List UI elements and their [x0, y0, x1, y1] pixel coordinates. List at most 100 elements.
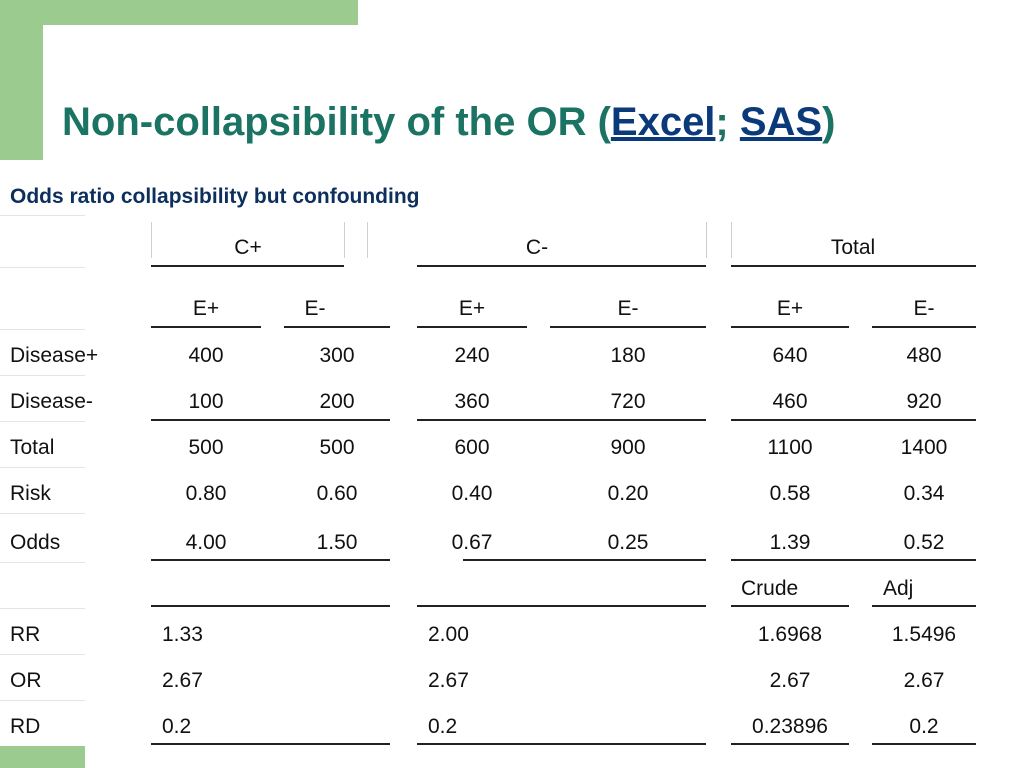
table-cell: 1.33 [162, 623, 203, 646]
table-cell: 1.5496 [891, 623, 957, 646]
group-underline [417, 265, 706, 267]
table-cell: 240 [454, 344, 490, 367]
table-cell: 1.50 [316, 531, 358, 554]
table-cell: 900 [610, 436, 646, 459]
row-separator [0, 375, 85, 376]
table-cell: 920 [906, 390, 942, 413]
table-cell: 2.67 [769, 669, 811, 692]
summary-top-line [417, 605, 706, 607]
table-cell: 300 [319, 344, 355, 367]
row-separator [0, 421, 85, 422]
table-bottom-line [417, 743, 706, 745]
table-cell: 180 [610, 344, 646, 367]
table-cell: 0.20 [607, 482, 649, 505]
header-underline [417, 326, 527, 328]
table-bottom-line [872, 743, 976, 745]
table-subtitle: Odds ratio collapsibility but confoundin… [10, 185, 420, 208]
section-underline [151, 559, 390, 561]
group-header-c-minus: C- [525, 236, 549, 259]
title-prefix: Non-collapsibility of the OR ( [62, 100, 611, 144]
table-bottom-line [151, 743, 390, 745]
group-header-total: Total [830, 236, 876, 259]
row-label: Total [10, 436, 55, 459]
row-label: RD [10, 715, 41, 738]
row-label: Disease- [10, 390, 93, 413]
row-separator [0, 467, 85, 468]
table-cell: 600 [454, 436, 490, 459]
sas-link[interactable]: SAS [739, 100, 823, 144]
sum-underline [731, 419, 976, 421]
decorative-green-bar-bottom [0, 746, 85, 768]
cell-border [151, 222, 152, 258]
title-separator: ; [715, 100, 740, 144]
table-cell: 500 [319, 436, 355, 459]
table-cell: 2.67 [428, 669, 469, 692]
group-underline [731, 265, 976, 267]
exposure-header: E- [304, 297, 326, 320]
exposure-header: E+ [776, 297, 804, 320]
table-cell: 0.52 [903, 531, 945, 554]
cell-border [731, 222, 732, 258]
table-cell: 0.67 [451, 531, 493, 554]
section-underline [463, 559, 706, 561]
group-underline [151, 265, 344, 267]
table-cell: 200 [319, 390, 355, 413]
table-cell: 500 [188, 436, 224, 459]
table-cell: 0.60 [316, 482, 358, 505]
cell-border [706, 222, 707, 258]
excel-link[interactable]: Excel [610, 100, 716, 144]
decorative-rounded-corner [43, 25, 443, 175]
table-cell: 460 [772, 390, 808, 413]
row-separator [0, 215, 85, 216]
table-cell: 0.34 [903, 482, 945, 505]
row-separator [0, 608, 85, 609]
row-label: RR [10, 623, 41, 646]
row-label: Odds [10, 531, 61, 554]
decorative-green-bar-left [0, 0, 43, 160]
table-cell: 0.58 [769, 482, 811, 505]
exposure-header: E- [617, 297, 639, 320]
sum-underline [151, 419, 390, 421]
summary-top-line [872, 605, 976, 607]
decorative-green-bar-top [0, 0, 358, 25]
table-bottom-line [731, 743, 849, 745]
table-cell: 2.67 [903, 669, 945, 692]
row-label: Disease+ [10, 344, 99, 367]
title-suffix: ) [822, 100, 836, 144]
row-separator [0, 329, 85, 330]
row-label: OR [10, 669, 42, 692]
cell-border [344, 222, 345, 258]
table-cell: 100 [188, 390, 224, 413]
table-cell: 1100 [767, 436, 813, 459]
table-cell: 0.80 [185, 482, 227, 505]
table-cell: 2.00 [428, 623, 469, 646]
crude-header: Crude [741, 577, 799, 600]
exposure-header: E+ [458, 297, 486, 320]
header-underline [284, 326, 390, 328]
table-cell: 360 [454, 390, 490, 413]
table-cell: 2.67 [162, 669, 203, 692]
header-underline [550, 326, 706, 328]
table-cell: 720 [610, 390, 646, 413]
cell-border [367, 222, 368, 258]
table-cell: 0.23896 [752, 715, 828, 738]
row-separator [0, 700, 85, 701]
exposure-header: E+ [192, 297, 220, 320]
table-cell: 1400 [900, 436, 948, 459]
row-separator [0, 267, 85, 268]
table-cell: 480 [906, 344, 942, 367]
table-cell: 4.00 [185, 531, 227, 554]
table-cell: 400 [188, 344, 224, 367]
header-underline [872, 326, 976, 328]
exposure-header: E- [913, 297, 935, 320]
table-cell: 1.6968 [757, 623, 823, 646]
section-underline [731, 559, 976, 561]
group-header-c-plus: C+ [234, 236, 262, 259]
header-underline [731, 326, 849, 328]
summary-top-line [151, 605, 390, 607]
row-label: Risk [10, 482, 51, 505]
row-separator [0, 654, 85, 655]
summary-top-line [731, 605, 849, 607]
table-cell: 640 [772, 344, 808, 367]
table-cell: 0.40 [451, 482, 493, 505]
